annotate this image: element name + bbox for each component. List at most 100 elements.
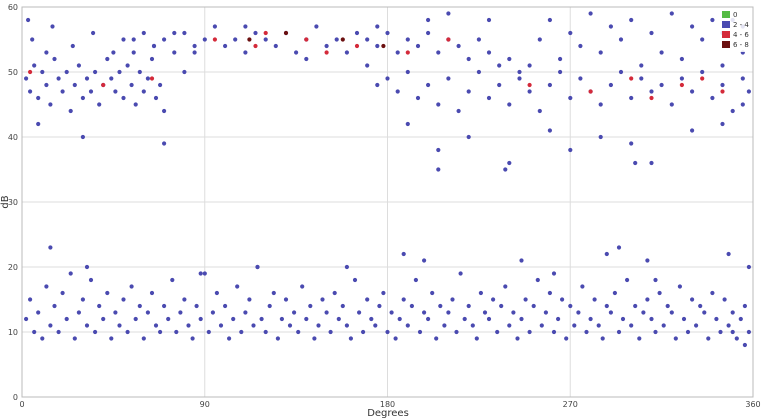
data-point — [558, 56, 563, 62]
data-point — [40, 69, 45, 75]
data-point — [470, 323, 475, 328]
data-point — [446, 37, 451, 42]
data-point — [32, 63, 37, 68]
data-point — [149, 56, 155, 62]
data-point — [401, 297, 406, 302]
data-point — [93, 329, 98, 335]
data-point — [677, 284, 683, 289]
x-tick-label: 180 — [380, 400, 395, 409]
data-point — [482, 310, 488, 315]
data-point — [426, 82, 431, 88]
data-point — [202, 37, 207, 42]
data-point — [588, 11, 593, 16]
data-point — [369, 316, 374, 322]
data-point — [389, 310, 394, 315]
data-point — [685, 329, 691, 335]
data-point — [373, 323, 378, 328]
data-point — [314, 24, 319, 29]
y-tick-label: 60 — [8, 3, 18, 12]
data-point — [405, 37, 410, 42]
data-point — [186, 323, 191, 328]
data-point — [131, 37, 136, 42]
data-point — [710, 95, 715, 101]
data-point — [354, 30, 360, 36]
data-point — [679, 76, 685, 81]
data-point — [348, 336, 353, 341]
data-point — [659, 82, 664, 88]
data-point — [153, 323, 159, 328]
data-point — [340, 303, 345, 309]
legend-swatch — [722, 31, 730, 38]
data-point — [690, 297, 695, 302]
data-point — [700, 37, 705, 42]
data-point — [720, 121, 725, 127]
data-point — [198, 271, 203, 276]
data-point — [446, 76, 451, 81]
data-point — [517, 69, 522, 75]
data-point — [633, 303, 638, 309]
data-point — [170, 277, 175, 283]
data-point — [576, 310, 581, 315]
data-point — [182, 69, 187, 75]
data-point — [158, 329, 163, 335]
data-point — [182, 297, 187, 302]
data-point — [259, 316, 264, 322]
x-tick-label: 90 — [200, 400, 210, 409]
data-point — [357, 310, 362, 315]
data-point — [547, 17, 553, 23]
data-point — [121, 37, 126, 42]
data-point — [511, 310, 516, 315]
data-point — [324, 310, 329, 315]
data-point — [192, 50, 197, 55]
data-point — [80, 95, 85, 101]
data-point — [24, 76, 29, 81]
data-point — [616, 329, 622, 335]
data-point — [40, 336, 45, 341]
data-point — [324, 50, 329, 55]
data-point — [426, 316, 431, 322]
data-point — [50, 24, 55, 29]
y-tick-label: 30 — [8, 198, 18, 207]
data-point — [28, 69, 33, 75]
data-point — [415, 43, 421, 49]
data-point — [592, 297, 597, 302]
data-point — [669, 11, 674, 16]
data-point — [539, 323, 544, 328]
data-point — [584, 329, 589, 335]
y-tick-label: 0 — [13, 393, 18, 402]
data-point — [352, 277, 358, 283]
x-tick-label: 360 — [745, 400, 760, 409]
data-point — [149, 76, 155, 81]
data-point — [742, 342, 748, 348]
data-point — [308, 303, 313, 309]
data-point — [328, 329, 333, 335]
data-point — [649, 95, 654, 101]
data-point — [653, 277, 658, 283]
data-point — [653, 329, 658, 335]
data-point — [36, 95, 41, 101]
data-point — [377, 303, 382, 309]
legend-swatch — [722, 11, 730, 18]
data-point — [551, 329, 557, 335]
data-point — [517, 76, 522, 81]
data-point — [117, 69, 122, 75]
data-point — [578, 43, 583, 49]
data-point — [519, 258, 524, 263]
data-point — [618, 69, 624, 75]
data-point — [645, 297, 650, 302]
data-point — [486, 50, 492, 55]
data-point — [629, 141, 634, 146]
data-point — [690, 24, 695, 29]
y-axis-label: dB — [0, 195, 11, 208]
y-axis-ticks: 0 10 20 30 40 50 60 — [8, 3, 18, 402]
data-point — [91, 30, 96, 36]
data-point — [690, 128, 695, 133]
data-point — [97, 303, 102, 309]
data-point — [121, 297, 126, 302]
data-point — [231, 316, 236, 322]
legend-swatch — [722, 41, 730, 48]
data-point — [604, 303, 609, 309]
data-point — [450, 297, 455, 302]
data-point — [620, 316, 626, 322]
